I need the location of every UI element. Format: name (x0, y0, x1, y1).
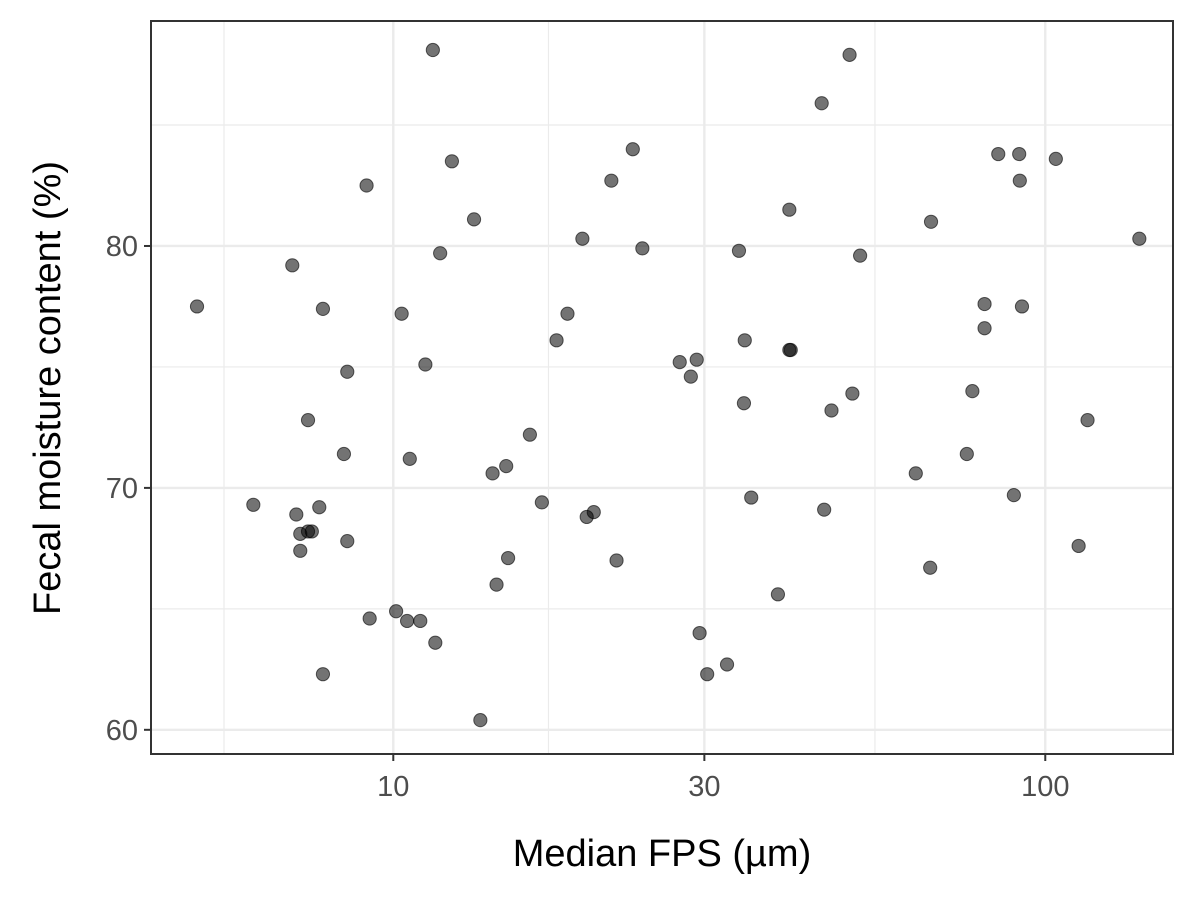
scatter-point (923, 214, 939, 229)
x-tick-label: 10 (377, 771, 409, 803)
y-tick-label: 80 (106, 231, 138, 263)
x-tick-label: 100 (1021, 771, 1069, 803)
scatter-point (770, 587, 786, 602)
scatter-point (560, 306, 575, 321)
major-gridlines (151, 21, 1173, 754)
scatter-point (1006, 488, 1021, 503)
scatter-point (418, 357, 433, 372)
scatter-point (304, 524, 319, 539)
scatter-point (534, 495, 549, 510)
scatter-point (340, 364, 355, 379)
scatter-point (466, 212, 482, 227)
scatter-point (389, 604, 404, 619)
scatter-point (400, 613, 415, 629)
scatter-point (428, 635, 443, 650)
scatter-point (635, 241, 650, 256)
scatter-point (782, 202, 797, 217)
scatter-point (285, 258, 300, 273)
scatter-point (522, 427, 537, 442)
scatter-point (977, 321, 992, 336)
scatter-point (991, 146, 1006, 162)
scatter-point (485, 466, 500, 481)
scatter-point (731, 243, 747, 258)
scatter-point (293, 543, 308, 558)
scatter-point (473, 713, 488, 728)
scatter-point (604, 173, 619, 188)
scatter-point (824, 403, 839, 418)
scatter-point (246, 497, 261, 512)
scatter-point (433, 246, 448, 261)
panel-border (150, 20, 1174, 755)
scatter-point (842, 47, 857, 62)
y-axis-title: Fecal moisture content (%) (27, 161, 69, 615)
scatter-point (425, 42, 440, 58)
scatter-point (959, 446, 974, 462)
scatter-point (500, 550, 516, 566)
scatter-point (1080, 413, 1095, 428)
scatter-point (315, 667, 331, 682)
scatter-point (700, 667, 715, 682)
y-tick-label: 60 (106, 715, 138, 747)
scatter-point (340, 534, 355, 549)
scatter-point (744, 490, 759, 505)
scatter-point (814, 96, 829, 111)
scatter-point (625, 142, 640, 157)
scatter-point (575, 231, 590, 246)
scatter-point (845, 386, 860, 401)
scatter-point (1071, 538, 1086, 554)
scatter-point (853, 248, 868, 263)
scatter-point (689, 352, 704, 367)
data-points (189, 42, 1147, 728)
scatter-point (1012, 173, 1027, 188)
scatter-point (289, 507, 304, 522)
scatter-point (817, 502, 832, 517)
scatter-point (394, 306, 409, 321)
scatter-point (586, 504, 601, 520)
scatter-point (359, 178, 374, 193)
x-axis-title: Median FPS (µm) (513, 833, 812, 875)
scatter-point (402, 451, 417, 466)
scatter-point (736, 396, 752, 411)
scatter-point (737, 333, 752, 348)
panel-background (151, 21, 1173, 754)
scatter-point (908, 466, 923, 481)
scatter-point (549, 333, 564, 348)
scatter-point (499, 459, 514, 474)
scatter-point (489, 577, 504, 592)
scatter-point (1014, 299, 1030, 314)
y-tick-label: 70 (106, 473, 138, 505)
scatter-point (362, 611, 377, 626)
scatter-point (977, 296, 992, 312)
scatter-point (683, 369, 698, 384)
scatter-point (300, 413, 316, 428)
scatter-point (672, 354, 687, 370)
scatter-point (444, 154, 460, 169)
scatter-point (719, 657, 735, 672)
scatter-point (692, 625, 707, 641)
minor-gridlines (151, 21, 1173, 754)
scatter-point (413, 613, 428, 629)
scatter-point (609, 553, 624, 568)
scatter-point (1012, 146, 1027, 162)
scatter-point (312, 500, 327, 515)
scatter-point (1132, 231, 1147, 246)
scatter-point (965, 384, 980, 399)
scatter-point (923, 560, 938, 575)
scatter-point (783, 342, 798, 358)
scatter-point (1048, 151, 1063, 166)
y-axis: 60 70 80 (106, 231, 151, 747)
scatter-point (315, 301, 331, 316)
x-tick-label: 30 (688, 771, 720, 803)
scatter-point (189, 299, 205, 314)
scatter-point (336, 446, 352, 462)
x-axis: 10 30 100 (377, 754, 1069, 803)
